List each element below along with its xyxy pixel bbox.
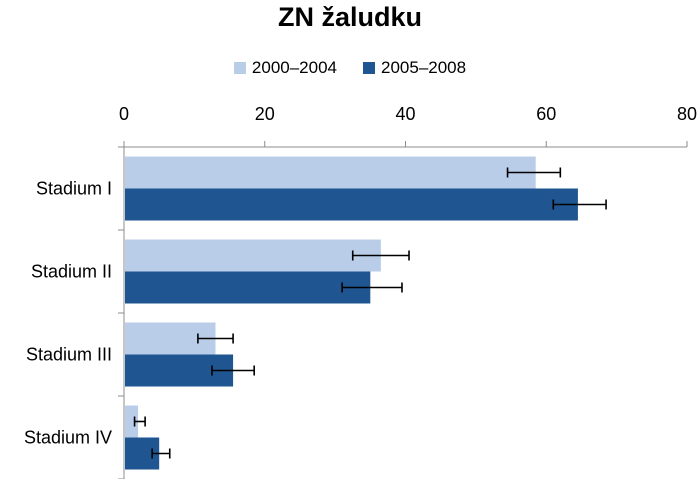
x-tick-label-1: 20 bbox=[255, 104, 275, 124]
bar-2-2 bbox=[125, 271, 371, 304]
x-tick-label-2: 40 bbox=[395, 104, 415, 124]
x-tick-label-0: 0 bbox=[119, 104, 129, 124]
bar-1-2 bbox=[125, 239, 381, 272]
category-label-4: Stadium IV bbox=[24, 428, 112, 448]
x-tick-label-3: 60 bbox=[536, 104, 556, 124]
category-label-2: Stadium II bbox=[31, 262, 112, 282]
bar-1-4 bbox=[125, 405, 139, 438]
legend-label-series-1: 2000–2004 bbox=[251, 58, 337, 77]
bar-2-1 bbox=[125, 188, 578, 221]
legend-label-series-2: 2005–2008 bbox=[381, 58, 467, 77]
category-label-3: Stadium III bbox=[26, 345, 112, 365]
legend: 2000–2004 2005–2008 bbox=[0, 58, 700, 78]
legend-item-series-2: 2005–2008 bbox=[363, 58, 466, 78]
chart-title: ZN žaludku bbox=[277, 2, 422, 32]
bar-1-1 bbox=[125, 156, 536, 189]
x-tick-label-4: 80 bbox=[677, 104, 697, 124]
legend-item-series-1: 2000–2004 bbox=[233, 58, 337, 78]
category-label-1: Stadium I bbox=[36, 179, 112, 199]
legend-swatch-series-2 bbox=[363, 62, 375, 74]
legend-swatch-series-1 bbox=[233, 62, 246, 74]
